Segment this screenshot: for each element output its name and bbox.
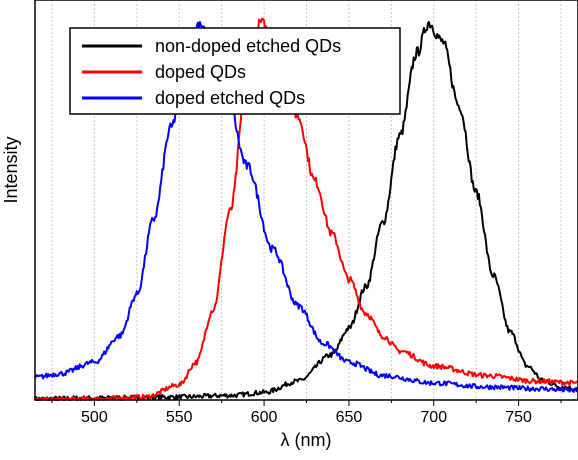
legend-label-doped: doped QDs bbox=[155, 62, 246, 82]
y-axis-title: Intensity bbox=[1, 136, 21, 203]
x-tick-label: 700 bbox=[420, 409, 447, 426]
x-tick-label: 550 bbox=[166, 409, 193, 426]
x-axis-title: λ (nm) bbox=[281, 430, 332, 450]
legend: non-doped etched QDs doped QDs doped etc… bbox=[69, 27, 401, 115]
series-line-1 bbox=[34, 17, 578, 401]
legend-label-doped-etched: doped etched QDs bbox=[155, 88, 305, 108]
series-layer bbox=[34, 17, 578, 401]
x-axis: 500 550 600 650 700 750 bbox=[51, 400, 562, 426]
x-gridlines bbox=[51, 0, 562, 400]
x-tick-label: 650 bbox=[336, 409, 363, 426]
x-tick-label: 600 bbox=[251, 409, 278, 426]
series-line-2 bbox=[34, 21, 578, 393]
x-tick-label: 750 bbox=[505, 409, 532, 426]
legend-label-non-doped-etched: non-doped etched QDs bbox=[155, 36, 341, 56]
x-tick-label: 500 bbox=[81, 409, 108, 426]
